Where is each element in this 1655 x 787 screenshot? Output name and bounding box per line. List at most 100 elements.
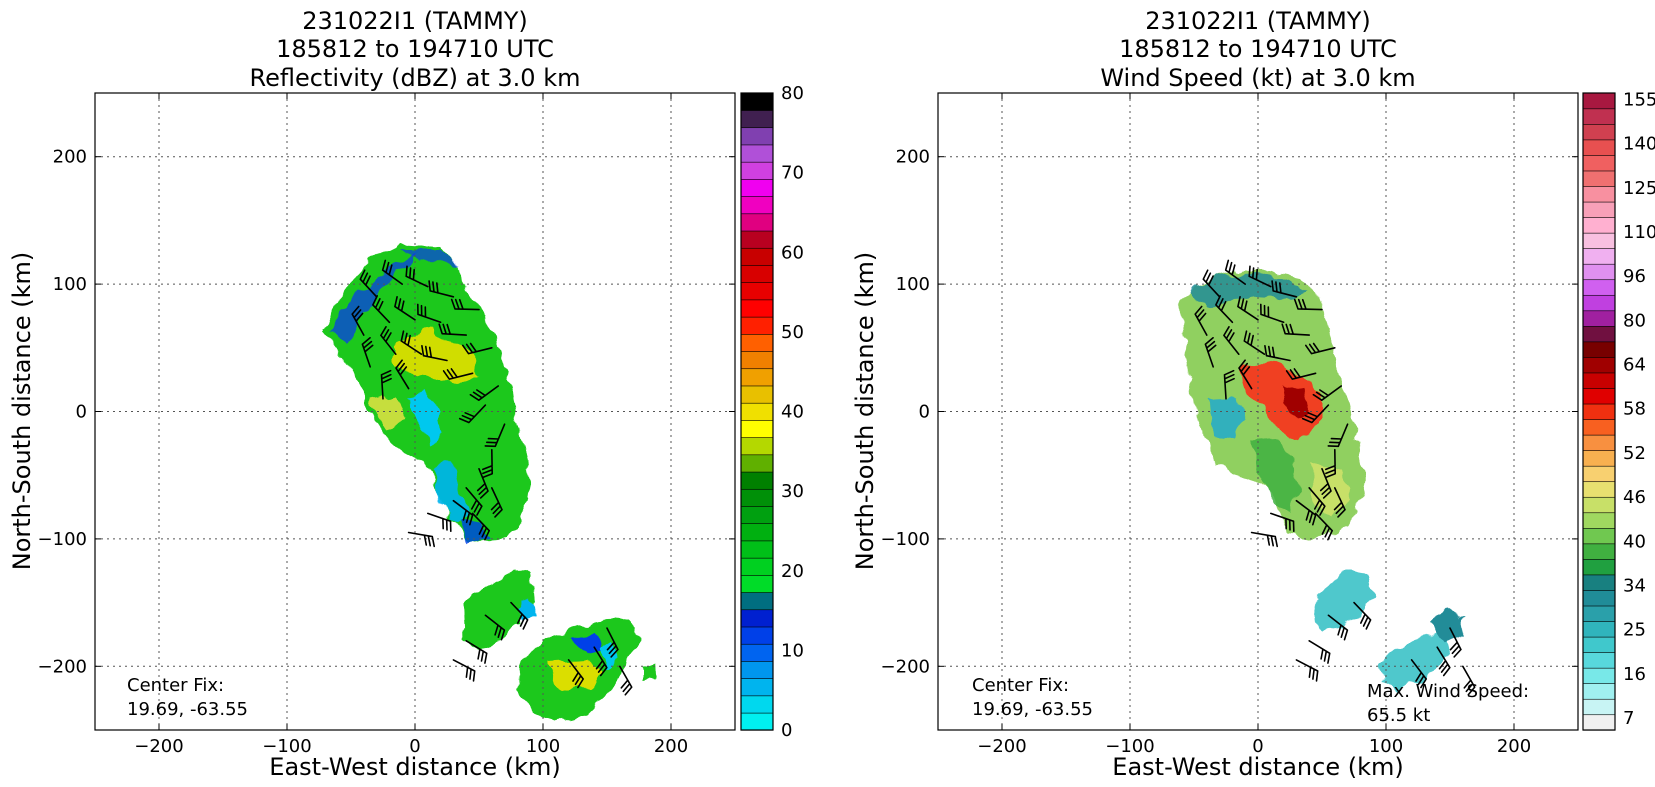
reflectivity-wind-barb bbox=[452, 659, 476, 682]
wind-speed-wind-barb bbox=[1327, 423, 1349, 448]
wind-speed-colorbar-frame bbox=[1582, 92, 1616, 731]
reflectivity-colorbar-swatch bbox=[740, 213, 774, 232]
wind-speed-y-tick-label: −100 bbox=[881, 529, 930, 550]
reflectivity-colorbar-swatch bbox=[740, 437, 774, 456]
wind-speed-x-tick-label: 0 bbox=[1252, 736, 1263, 757]
reflectivity-colorbar-swatch bbox=[740, 178, 774, 197]
reflectivity-colorbar-swatch bbox=[740, 419, 774, 438]
max-wind-speed-label: Max. Wind Speed: bbox=[1367, 681, 1529, 702]
reflectivity-wind-barb bbox=[490, 487, 503, 518]
wind-speed-x-axis-label: East-West distance (km) bbox=[1112, 753, 1403, 781]
wind-speed-x-tick-label: −200 bbox=[977, 736, 1026, 757]
wind-speed-wind-barb bbox=[1270, 512, 1295, 532]
reflectivity-wind-barb bbox=[394, 296, 416, 321]
reflectivity-wind-barb bbox=[380, 369, 392, 400]
wind-speed-wind-barbs bbox=[1194, 259, 1476, 696]
reflectivity-wind-barb bbox=[380, 326, 397, 355]
reflectivity-y-axis-label: North-South distance (km) bbox=[8, 252, 36, 571]
wind-speed-colorbar-swatch bbox=[1582, 216, 1616, 234]
wind-speed-colorbar-swatch bbox=[1582, 92, 1616, 110]
reflectivity-colorbar-swatch bbox=[740, 127, 774, 146]
wind-speed-colorbar-swatch bbox=[1582, 558, 1616, 576]
wind-speed-colorbar-tick-label: 125 bbox=[1623, 178, 1655, 199]
wind-speed-gridlines bbox=[938, 93, 1578, 730]
wind-speed-colorbar-tick-label: 58 bbox=[1623, 399, 1646, 420]
reflectivity-colorbar-tick-label: 10 bbox=[781, 640, 804, 661]
reflectivity-colorbar-swatch bbox=[740, 247, 774, 266]
reflectivity-x-axis-label: East-West distance (km) bbox=[269, 753, 560, 781]
reflectivity-wind-barb bbox=[395, 359, 410, 390]
wind-speed-title-line-2: 185812 to 194710 UTC bbox=[1119, 35, 1397, 63]
wind-speed-colorbar-swatch bbox=[1582, 652, 1616, 669]
reflectivity-wind-barb bbox=[405, 265, 429, 288]
wind-speed-colorbar-swatch bbox=[1582, 294, 1616, 312]
reflectivity-colorbar-swatch bbox=[740, 574, 774, 593]
wind-speed-colorbar-swatch bbox=[1582, 527, 1616, 545]
wind-speed-colorbar-swatch bbox=[1582, 232, 1616, 249]
wind-speed-wind-barb bbox=[1319, 468, 1332, 499]
reflectivity-colorbar-swatch bbox=[740, 678, 774, 697]
reflectivity-wind-barb bbox=[361, 337, 374, 368]
reflectivity-title-line-1: 231022I1 (TAMMY) bbox=[302, 7, 528, 35]
wind-speed-field bbox=[1180, 270, 1466, 690]
reflectivity-wind-barb bbox=[400, 330, 423, 355]
reflectivity-colorbar-swatch bbox=[740, 626, 774, 645]
wind-speed-wind-barb bbox=[1305, 342, 1336, 355]
wind-speed-colorbar-swatch bbox=[1582, 418, 1616, 436]
wind-speed-wind-barb bbox=[1194, 305, 1208, 336]
wind-speed-colorbar-swatch bbox=[1582, 154, 1616, 172]
wind-speed-colorbar-tick-label: 52 bbox=[1623, 443, 1646, 464]
reflectivity-wind-barb bbox=[484, 423, 506, 448]
reflectivity-colorbar-frame bbox=[740, 92, 774, 731]
reflectivity-colorbar-swatch bbox=[740, 109, 774, 129]
wind-speed-colorbar-tick-label: 80 bbox=[1623, 310, 1646, 331]
wind-speed-wind-barb bbox=[1264, 345, 1291, 362]
reflectivity-colorbar-tick-label: 0 bbox=[781, 720, 792, 741]
reflectivity-wind-barb bbox=[619, 665, 633, 696]
reflectivity-colorbar-swatch bbox=[740, 316, 774, 335]
wind-speed-wind-barb bbox=[1314, 512, 1333, 541]
wind-speed-wind-barb bbox=[1312, 385, 1342, 401]
wind-speed-wind-barb bbox=[1202, 269, 1221, 298]
wind-speed-wind-barb bbox=[1223, 326, 1240, 355]
reflectivity-wind-barb bbox=[510, 601, 529, 630]
reflectivity-colorbar-tick-label: 60 bbox=[781, 242, 804, 263]
wind-speed-axis-ticks: −200 −100 0 100 200 −200 −100 0 100 200 bbox=[881, 93, 1578, 757]
wind-speed-title-line-3: Wind Speed (kt) at 3.0 km bbox=[1100, 64, 1415, 92]
max-wind-speed-value: 65.5 kt bbox=[1367, 705, 1430, 726]
reflectivity-wind-barb bbox=[407, 531, 435, 548]
wind-speed-wind-barb bbox=[1327, 614, 1349, 641]
wind-speed-y-tick-label: −200 bbox=[881, 656, 930, 677]
wind-speed-colorbar-swatch bbox=[1582, 185, 1616, 203]
wind-speed-colorbar-tick-label: 155 bbox=[1623, 89, 1655, 110]
wind-speed-y-axis-label: North-South distance (km) bbox=[851, 252, 879, 571]
wind-speed-colorbar-swatch bbox=[1582, 481, 1616, 498]
reflectivity-colorbar-swatch bbox=[740, 591, 774, 611]
wind-speed-colorbar-swatch bbox=[1582, 325, 1616, 343]
reflectivity-wind-barb bbox=[351, 305, 365, 336]
reflectivity-colorbar-swatch bbox=[740, 505, 774, 525]
wind-speed-center-fix-value: 19.69, -63.55 bbox=[972, 699, 1093, 720]
reflectivity-wind-barb bbox=[476, 468, 489, 499]
wind-speed-wind-barb bbox=[1295, 659, 1319, 682]
wind-speed-y-tick-label: 200 bbox=[896, 147, 930, 168]
wind-speed-colorbar-swatch bbox=[1582, 667, 1616, 684]
wind-speed-colorbar-tick-label: 40 bbox=[1623, 531, 1646, 552]
reflectivity-colorbar-swatch bbox=[740, 144, 774, 163]
wind-speed-wind-barb bbox=[1295, 499, 1317, 526]
wind-speed-colorbar-swatch bbox=[1582, 605, 1616, 622]
reflectivity-colorbar-swatch bbox=[740, 161, 774, 180]
reflectivity-colorbar-swatch bbox=[740, 264, 774, 283]
reflectivity-colorbar-swatch bbox=[740, 368, 774, 387]
reflectivity-wind-barb bbox=[465, 640, 488, 664]
reflectivity-colorbar-tick-label: 80 bbox=[781, 83, 804, 104]
wind-speed-y-tick-label: 100 bbox=[896, 274, 930, 295]
reflectivity-x-tick-label: 100 bbox=[526, 736, 560, 757]
wind-speed-wind-barb bbox=[1250, 531, 1278, 548]
reflectivity-colorbar-swatch bbox=[740, 333, 774, 352]
reflectivity-wind-barb bbox=[471, 512, 490, 541]
wind-speed-wind-barb bbox=[1243, 330, 1266, 355]
reflectivity-wind-barb bbox=[450, 298, 480, 311]
reflectivity-axis-ticks: −200 −100 0 100 200 −200 −100 0 100 200 bbox=[38, 93, 735, 757]
